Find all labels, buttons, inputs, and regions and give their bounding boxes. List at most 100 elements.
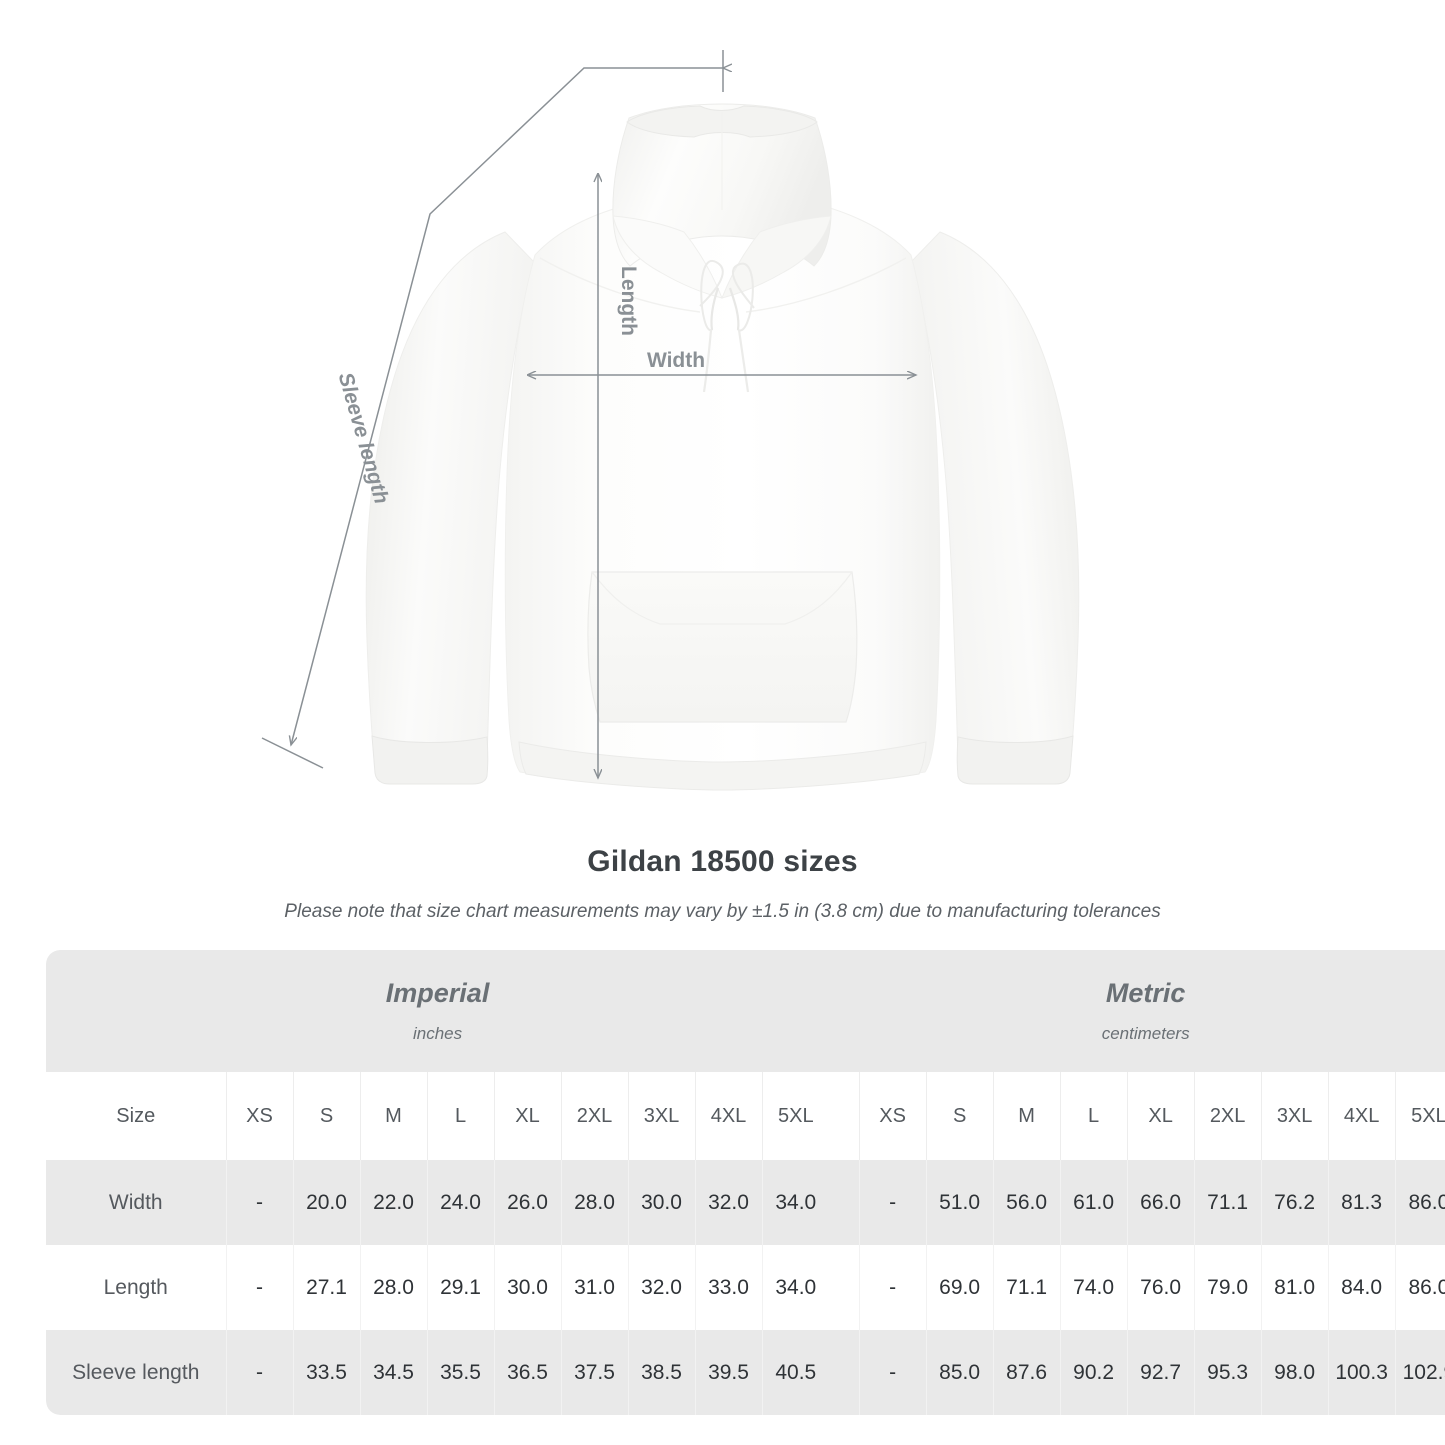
system-header-imperial: Imperial inches bbox=[46, 950, 830, 1072]
tolerance-note: Please note that size chart measurements… bbox=[284, 901, 1161, 922]
cell-length-imperial-s: 27.1 bbox=[292, 1245, 360, 1330]
table-row: Width - 20.0 22.0 24.0 26.0 28.0 30.0 32… bbox=[46, 1160, 1445, 1245]
system-header-metric: Metric centimeters bbox=[829, 950, 1445, 1072]
cell-width-metric-l: 61.0 bbox=[1059, 1160, 1128, 1245]
title-block: Gildan 18500 sizes Please note that size… bbox=[0, 845, 1445, 923]
system-unit-metric: centimeters bbox=[1101, 1024, 1190, 1043]
size-col-metric-5xl: 5XL bbox=[1394, 1072, 1445, 1160]
size-chart-table: Imperial inches Metric centimeters Size … bbox=[46, 950, 1445, 1415]
cell-width-metric-3xl: 76.2 bbox=[1260, 1160, 1329, 1245]
cell-length-metric-3xl: 81.0 bbox=[1260, 1245, 1329, 1330]
row-label-sleeve-length: Sleeve length bbox=[46, 1330, 226, 1415]
cell-sleeve-metric-xs: - bbox=[858, 1330, 927, 1415]
size-col-imperial-s: S bbox=[292, 1072, 360, 1160]
size-col-metric-2xl: 2XL bbox=[1193, 1072, 1262, 1160]
system-unit-imperial: inches bbox=[412, 1024, 463, 1043]
size-col-imperial-l: L bbox=[426, 1072, 494, 1160]
size-col-metric-m: M bbox=[992, 1072, 1061, 1160]
cell-width-imperial-5xl: 34.0 bbox=[761, 1160, 830, 1245]
cell-sleeve-imperial-l: 35.5 bbox=[426, 1330, 494, 1415]
table-row: Sleeve length - 33.5 34.5 35.5 36.5 37.5… bbox=[46, 1330, 1445, 1415]
size-col-metric-l: L bbox=[1059, 1072, 1128, 1160]
cell-width-metric-xs: - bbox=[858, 1160, 927, 1245]
cell-sleeve-imperial-2xl: 37.5 bbox=[560, 1330, 628, 1415]
cell-length-imperial-2xl: 31.0 bbox=[560, 1245, 628, 1330]
cell-length-imperial-xl: 30.0 bbox=[493, 1245, 561, 1330]
cell-sleeve-imperial-xl: 36.5 bbox=[493, 1330, 561, 1415]
cell-sleeve-imperial-4xl: 39.5 bbox=[694, 1330, 762, 1415]
row-label-length: Length bbox=[46, 1245, 226, 1330]
cell-width-imperial-m: 22.0 bbox=[359, 1160, 427, 1245]
cell-width-metric-2xl: 71.1 bbox=[1193, 1160, 1262, 1245]
sleeve-length-bottom-tick bbox=[261, 737, 324, 769]
system-divider-gap bbox=[829, 1245, 860, 1330]
cell-length-imperial-4xl: 33.0 bbox=[694, 1245, 762, 1330]
cell-sleeve-imperial-5xl: 40.5 bbox=[761, 1330, 830, 1415]
size-col-metric-3xl: 3XL bbox=[1260, 1072, 1329, 1160]
cell-sleeve-metric-m: 87.6 bbox=[992, 1330, 1061, 1415]
system-header-row: Imperial inches Metric centimeters bbox=[46, 950, 1445, 1072]
cell-length-metric-s: 69.0 bbox=[925, 1245, 994, 1330]
sleeve-length-leader-line bbox=[291, 68, 723, 745]
cell-sleeve-metric-3xl: 98.0 bbox=[1260, 1330, 1329, 1415]
cell-width-imperial-3xl: 30.0 bbox=[627, 1160, 695, 1245]
measurement-annotations bbox=[261, 50, 916, 778]
cell-length-imperial-xs: - bbox=[225, 1245, 293, 1330]
cell-width-imperial-s: 20.0 bbox=[292, 1160, 360, 1245]
cell-sleeve-imperial-3xl: 38.5 bbox=[627, 1330, 695, 1415]
cell-sleeve-metric-2xl: 95.3 bbox=[1193, 1330, 1262, 1415]
cell-sleeve-imperial-s: 33.5 bbox=[292, 1330, 360, 1415]
row-label-width: Width bbox=[46, 1160, 226, 1245]
size-col-metric-s: S bbox=[925, 1072, 994, 1160]
cell-length-imperial-l: 29.1 bbox=[426, 1245, 494, 1330]
cell-width-metric-4xl: 81.3 bbox=[1327, 1160, 1396, 1245]
cell-length-metric-xs: - bbox=[858, 1245, 927, 1330]
hoodie-illustration bbox=[365, 103, 1080, 791]
cell-width-imperial-l: 24.0 bbox=[426, 1160, 494, 1245]
system-divider-gap bbox=[829, 1330, 860, 1415]
cell-sleeve-metric-l: 90.2 bbox=[1059, 1330, 1128, 1415]
garment-diagram: Length Width Sleeve length bbox=[261, 50, 1080, 791]
size-col-imperial-xl: XL bbox=[493, 1072, 561, 1160]
cell-length-metric-l: 74.0 bbox=[1059, 1245, 1128, 1330]
system-divider-gap bbox=[829, 1160, 860, 1245]
system-name-imperial: Imperial bbox=[385, 978, 490, 1008]
size-col-imperial-3xl: 3XL bbox=[627, 1072, 695, 1160]
size-header-row: Size XS S M L XL 2XL 3XL 4XL 5XL XS S M … bbox=[46, 1072, 1445, 1160]
page-title: Gildan 18500 sizes bbox=[587, 845, 858, 878]
cell-sleeve-metric-4xl: 100.3 bbox=[1327, 1330, 1396, 1415]
cell-length-metric-m: 71.1 bbox=[992, 1245, 1061, 1330]
cell-length-metric-2xl: 79.0 bbox=[1193, 1245, 1262, 1330]
width-label: Width bbox=[647, 349, 705, 372]
size-col-metric-xl: XL bbox=[1126, 1072, 1195, 1160]
cell-sleeve-metric-xl: 92.7 bbox=[1126, 1330, 1195, 1415]
cell-sleeve-metric-s: 85.0 bbox=[925, 1330, 994, 1415]
size-col-imperial-xs: XS bbox=[225, 1072, 293, 1160]
cell-width-imperial-xs: - bbox=[225, 1160, 293, 1245]
cell-sleeve-imperial-m: 34.5 bbox=[359, 1330, 427, 1415]
system-name-metric: Metric bbox=[1105, 978, 1186, 1008]
size-header-label: Size bbox=[46, 1072, 226, 1160]
table-row: Length - 27.1 28.0 29.1 30.0 31.0 32.0 3… bbox=[46, 1245, 1445, 1330]
system-divider-gap bbox=[829, 1072, 860, 1160]
cell-width-metric-s: 51.0 bbox=[925, 1160, 994, 1245]
cell-sleeve-metric-5xl: 102.9 bbox=[1394, 1330, 1445, 1415]
cell-length-metric-5xl: 86.0 bbox=[1394, 1245, 1445, 1330]
cell-length-metric-4xl: 84.0 bbox=[1327, 1245, 1396, 1330]
cell-length-imperial-5xl: 34.0 bbox=[761, 1245, 830, 1330]
size-col-imperial-m: M bbox=[359, 1072, 427, 1160]
cell-width-metric-m: 56.0 bbox=[992, 1160, 1061, 1245]
size-col-imperial-2xl: 2XL bbox=[560, 1072, 628, 1160]
length-label: Length bbox=[617, 266, 640, 336]
cell-length-metric-xl: 76.0 bbox=[1126, 1245, 1195, 1330]
cell-length-imperial-m: 28.0 bbox=[359, 1245, 427, 1330]
cell-length-imperial-3xl: 32.0 bbox=[627, 1245, 695, 1330]
cell-width-metric-5xl: 86.0 bbox=[1394, 1160, 1445, 1245]
cell-width-imperial-4xl: 32.0 bbox=[694, 1160, 762, 1245]
cell-sleeve-imperial-xs: - bbox=[225, 1330, 293, 1415]
size-col-imperial-5xl: 5XL bbox=[761, 1072, 830, 1160]
size-col-metric-xs: XS bbox=[858, 1072, 927, 1160]
size-col-metric-4xl: 4XL bbox=[1327, 1072, 1396, 1160]
cell-width-imperial-xl: 26.0 bbox=[493, 1160, 561, 1245]
